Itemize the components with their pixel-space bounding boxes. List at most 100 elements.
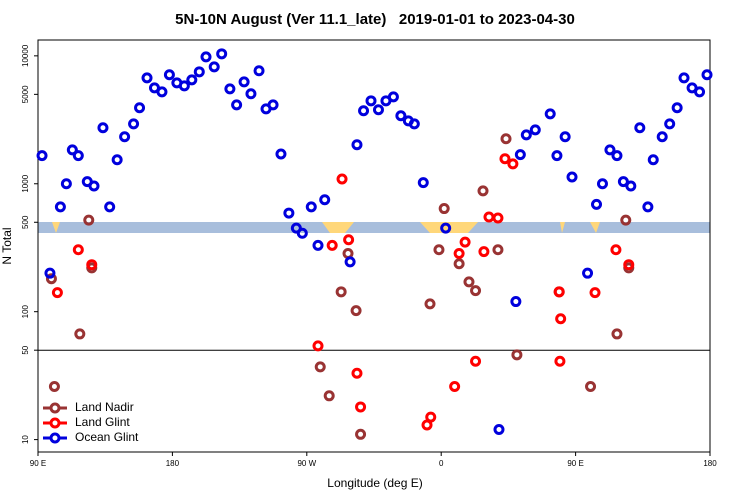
point bbox=[678, 72, 690, 84]
point bbox=[290, 222, 302, 234]
y-tick-label: 500 bbox=[21, 215, 30, 229]
point bbox=[500, 133, 512, 145]
point bbox=[582, 267, 594, 279]
point bbox=[510, 296, 522, 308]
legend-label: Land Glint bbox=[75, 415, 130, 429]
point bbox=[554, 355, 566, 367]
point bbox=[634, 122, 646, 134]
legend-marker bbox=[49, 417, 61, 429]
y-tick-label: 10000 bbox=[21, 44, 30, 67]
point bbox=[111, 154, 123, 166]
y-tick-label: 50 bbox=[21, 345, 30, 354]
point bbox=[86, 259, 98, 271]
point bbox=[245, 88, 257, 100]
point bbox=[477, 185, 489, 197]
point bbox=[387, 91, 399, 103]
point bbox=[507, 158, 519, 170]
point bbox=[555, 313, 567, 325]
y-tick-label: 100 bbox=[21, 304, 30, 318]
legend-marker bbox=[49, 402, 61, 414]
point bbox=[611, 150, 623, 162]
point bbox=[344, 256, 356, 268]
point bbox=[492, 244, 504, 256]
point bbox=[44, 267, 56, 279]
point bbox=[438, 203, 450, 215]
point bbox=[36, 150, 48, 162]
point bbox=[351, 367, 363, 379]
point bbox=[499, 153, 511, 165]
point bbox=[453, 258, 465, 270]
point bbox=[433, 244, 445, 256]
point bbox=[186, 74, 198, 86]
point bbox=[275, 148, 287, 160]
point bbox=[54, 201, 66, 213]
point bbox=[694, 86, 706, 98]
point bbox=[656, 131, 668, 143]
point bbox=[48, 381, 60, 393]
x-axis-label: Longitude (deg E) bbox=[327, 476, 422, 490]
point bbox=[604, 144, 616, 156]
point bbox=[365, 95, 377, 107]
x-tick-label: 90 E bbox=[30, 459, 46, 468]
point bbox=[478, 246, 490, 258]
point bbox=[296, 227, 308, 239]
point bbox=[104, 201, 116, 213]
point bbox=[193, 66, 205, 78]
point bbox=[372, 104, 384, 116]
point bbox=[163, 69, 175, 81]
point bbox=[208, 61, 220, 73]
point bbox=[514, 149, 526, 161]
point bbox=[74, 328, 86, 340]
x-tick-label: 90 E bbox=[567, 459, 583, 468]
point bbox=[625, 180, 637, 192]
point bbox=[224, 83, 236, 95]
point bbox=[453, 247, 465, 259]
point bbox=[642, 201, 654, 213]
plot-frame bbox=[37, 39, 711, 453]
point bbox=[596, 178, 608, 190]
point bbox=[585, 381, 597, 393]
point bbox=[551, 150, 563, 162]
point bbox=[358, 105, 370, 117]
point bbox=[323, 390, 335, 402]
point bbox=[417, 177, 429, 189]
legend-label: Ocean Glint bbox=[75, 430, 139, 444]
point bbox=[647, 154, 659, 166]
point bbox=[544, 108, 556, 120]
point bbox=[319, 194, 331, 206]
point bbox=[60, 178, 72, 190]
point bbox=[463, 276, 475, 288]
point bbox=[617, 176, 629, 188]
point bbox=[559, 131, 571, 143]
point bbox=[72, 244, 84, 256]
x-tick-label: 0 bbox=[439, 459, 444, 468]
point bbox=[336, 173, 348, 185]
x-tick-label: 180 bbox=[166, 459, 180, 468]
x-tick-label: 180 bbox=[703, 459, 717, 468]
point bbox=[395, 110, 407, 122]
point bbox=[470, 285, 482, 297]
point bbox=[440, 222, 452, 234]
y-tick-label: 10 bbox=[21, 435, 30, 444]
point bbox=[343, 234, 355, 246]
x-tick-label: 90 W bbox=[297, 459, 316, 468]
surface-band bbox=[38, 222, 710, 233]
point bbox=[701, 69, 713, 81]
point bbox=[238, 76, 250, 88]
point bbox=[326, 239, 338, 251]
point bbox=[424, 298, 436, 310]
point bbox=[566, 171, 578, 183]
point bbox=[283, 207, 295, 219]
land-shape bbox=[52, 222, 600, 233]
y-tick-label: 5000 bbox=[21, 85, 30, 103]
point bbox=[267, 99, 279, 111]
point bbox=[591, 198, 603, 210]
point bbox=[178, 80, 190, 92]
point bbox=[493, 423, 505, 435]
point bbox=[128, 118, 140, 130]
point bbox=[305, 201, 317, 213]
legend-label: Land Nadir bbox=[75, 400, 134, 414]
point bbox=[520, 129, 532, 141]
point bbox=[355, 401, 367, 413]
